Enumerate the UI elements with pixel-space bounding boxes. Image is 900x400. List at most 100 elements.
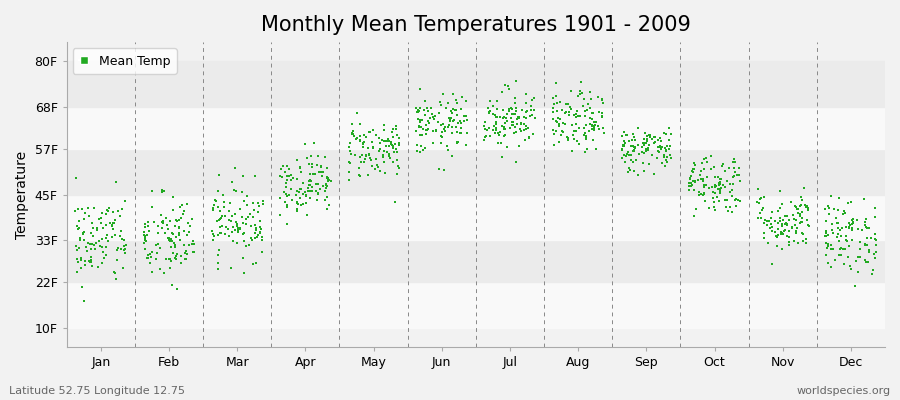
- Point: [860, 225, 874, 231]
- Point: [237, 230, 251, 236]
- Point: [587, 119, 601, 125]
- Point: [148, 256, 163, 262]
- Point: [572, 140, 586, 147]
- Point: [152, 265, 166, 272]
- Point: [247, 214, 261, 220]
- Point: [708, 183, 723, 190]
- Point: [732, 165, 746, 172]
- Point: [459, 113, 473, 120]
- Point: [210, 218, 224, 224]
- Point: [831, 224, 845, 231]
- Point: [626, 144, 641, 150]
- Point: [631, 142, 645, 148]
- Point: [212, 230, 227, 236]
- Point: [448, 106, 463, 113]
- Point: [796, 208, 810, 215]
- Point: [589, 119, 603, 125]
- Point: [298, 141, 312, 147]
- Point: [634, 149, 649, 156]
- Point: [205, 228, 220, 234]
- Point: [641, 145, 655, 152]
- Point: [390, 132, 404, 138]
- Point: [658, 145, 672, 152]
- Point: [789, 204, 804, 210]
- Point: [392, 139, 406, 146]
- Point: [642, 132, 656, 138]
- Point: [486, 102, 500, 109]
- Point: [488, 130, 502, 136]
- Point: [278, 168, 293, 175]
- Point: [839, 224, 853, 230]
- Point: [294, 201, 309, 208]
- Point: [843, 222, 858, 228]
- Point: [858, 219, 872, 226]
- Point: [850, 216, 864, 223]
- Point: [683, 174, 698, 181]
- Point: [506, 119, 520, 125]
- Point: [390, 156, 404, 163]
- Point: [233, 226, 248, 232]
- Point: [314, 164, 328, 171]
- Point: [76, 230, 90, 236]
- Point: [155, 189, 169, 196]
- Point: [616, 141, 631, 148]
- Point: [139, 237, 153, 244]
- Point: [501, 83, 516, 89]
- Point: [410, 109, 425, 116]
- Point: [300, 154, 314, 161]
- Point: [729, 203, 743, 209]
- Point: [862, 225, 877, 232]
- Point: [564, 122, 579, 128]
- Point: [852, 254, 867, 260]
- Point: [825, 230, 840, 236]
- Point: [775, 201, 789, 207]
- Point: [774, 231, 788, 238]
- Point: [373, 146, 387, 152]
- Point: [819, 230, 833, 236]
- Point: [839, 233, 853, 239]
- Point: [227, 187, 241, 194]
- Point: [86, 224, 101, 231]
- Point: [175, 253, 189, 259]
- Point: [280, 173, 294, 180]
- Point: [446, 117, 461, 124]
- Point: [69, 269, 84, 276]
- Point: [343, 160, 357, 166]
- Point: [105, 226, 120, 232]
- Point: [795, 230, 809, 236]
- Point: [166, 231, 180, 237]
- Point: [412, 124, 427, 130]
- Point: [282, 172, 296, 179]
- Point: [437, 126, 452, 132]
- Point: [509, 159, 524, 166]
- Point: [554, 132, 569, 138]
- Point: [138, 235, 152, 241]
- Point: [223, 200, 238, 206]
- Point: [392, 134, 406, 141]
- Point: [772, 218, 787, 224]
- Point: [293, 169, 308, 176]
- Point: [785, 224, 799, 230]
- Point: [279, 180, 293, 186]
- Point: [410, 128, 424, 134]
- Point: [282, 192, 296, 198]
- Point: [768, 229, 782, 235]
- Point: [718, 197, 733, 204]
- Point: [378, 143, 392, 150]
- Point: [616, 142, 630, 149]
- Point: [507, 130, 521, 137]
- Point: [728, 159, 742, 165]
- Point: [92, 216, 106, 222]
- Point: [357, 139, 372, 146]
- Point: [140, 218, 155, 225]
- Point: [483, 132, 498, 139]
- Point: [481, 104, 495, 111]
- Point: [659, 131, 673, 137]
- Point: [137, 232, 151, 238]
- Point: [842, 224, 856, 231]
- Point: [708, 190, 723, 196]
- Point: [800, 207, 814, 213]
- Point: [518, 123, 533, 129]
- Point: [765, 261, 779, 268]
- Point: [688, 162, 702, 168]
